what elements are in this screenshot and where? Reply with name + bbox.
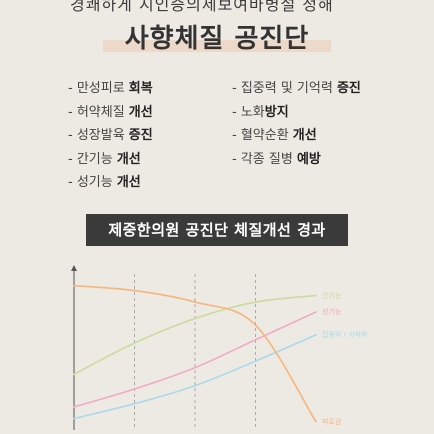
- series-line: [73, 284, 317, 423]
- benefit-highlight: 개선: [128, 104, 153, 120]
- benefit-item: - 혈약순환 개선: [232, 124, 361, 148]
- benefit-item: - 간기능 개선: [68, 148, 153, 172]
- benefit-item: - 허약체질 개선: [68, 101, 153, 125]
- series-label: 집중력 / 기억력: [322, 330, 368, 339]
- chart-axes: [71, 265, 77, 430]
- benefit-item: - 성기능 개선: [68, 171, 153, 195]
- top-banner-text: 경쾌하게 지인증의제보여바병설 정해: [70, 0, 334, 12]
- series-line: [73, 334, 317, 420]
- series-label: 성기능: [322, 307, 342, 316]
- benefit-highlight: 회복: [128, 81, 153, 96]
- series-line: [73, 294, 317, 376]
- page-title-text: 사향체질 공진단: [124, 24, 310, 54]
- benefit-text: - 성기능: [68, 175, 117, 190]
- series-line: [73, 311, 317, 408]
- top-banner: 경쾌하게 지인증의제보여바병설 정해: [0, 0, 434, 12]
- chart-series: [73, 284, 317, 423]
- benefit-text: - 허약체질: [68, 104, 129, 120]
- benefit-text: - 만성피로: [68, 81, 129, 96]
- benefit-highlight: 증진: [336, 81, 361, 96]
- benefits-left-column: - 만성피로 회복 - 허약체질 개선 - 성장발육 증진 - 간기능 개선 -…: [68, 77, 153, 195]
- benefit-item: - 각종 질병 예방: [232, 148, 361, 172]
- benefit-item: - 성장발육 증진: [68, 124, 153, 148]
- benefit-item: - 집중력 및 기억력 증진: [232, 77, 361, 101]
- chart-grid: [134, 274, 256, 430]
- benefit-text: - 집중력 및 기억력: [232, 81, 337, 96]
- series-label: 간기능: [322, 291, 342, 300]
- benefit-item: - 노화방지: [232, 101, 361, 125]
- series-label: 피로감: [322, 417, 342, 426]
- page-title: 사향체질 공진단: [0, 18, 434, 55]
- benefit-highlight: 개선: [116, 151, 141, 167]
- benefit-text: - 성장발육: [68, 128, 129, 143]
- benefit-highlight: 예방: [296, 151, 321, 167]
- benefit-item: - 만성피로 회복: [68, 77, 153, 101]
- benefit-highlight: 방지: [264, 104, 289, 120]
- benefit-highlight: 개선: [116, 175, 141, 190]
- title-highlight: [103, 40, 331, 52]
- benefit-highlight: 개선: [292, 128, 317, 143]
- benefits-list: - 만성피로 회복 - 허약체질 개선 - 성장발육 증진 - 간기능 개선 -…: [60, 77, 380, 205]
- y-axis-arrow-icon: [71, 265, 77, 271]
- section-title: 제중한의원 공진단 체질개선 경과: [86, 214, 348, 246]
- benefit-text: - 혈약순환: [232, 128, 293, 143]
- benefit-text: - 노화: [232, 104, 265, 120]
- benefit-highlight: 증진: [128, 128, 153, 143]
- benefits-right-column: - 집중력 및 기억력 증진 - 노화방지 - 혈약순환 개선 - 각종 질병 …: [232, 77, 361, 171]
- benefit-text: - 간기능: [68, 151, 117, 167]
- benefit-text: - 각종 질병: [232, 151, 297, 167]
- progress-chart-svg: [71, 265, 317, 430]
